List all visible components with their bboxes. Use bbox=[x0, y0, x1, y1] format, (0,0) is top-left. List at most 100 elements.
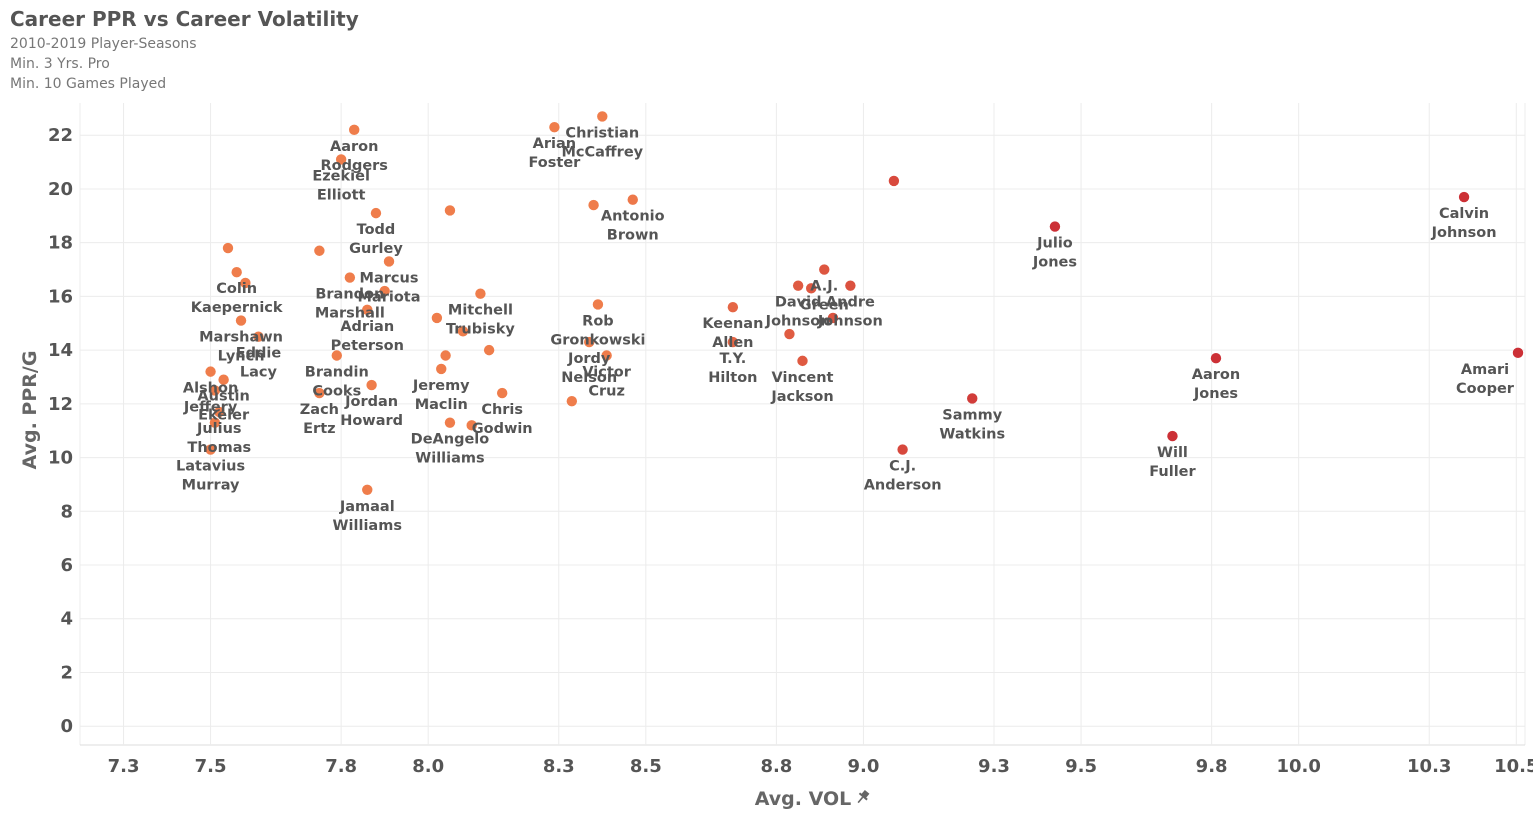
data-point[interactable] bbox=[1167, 430, 1178, 442]
x-axis: 7.3 7.5 7.8 8.0 8.3 8.5 8.8 9.0 9.3 9.5 9.8 10.0 10.… bbox=[108, 756, 1533, 777]
y-tick-label: 16 bbox=[48, 286, 73, 307]
y-tick-label: 0 bbox=[60, 716, 73, 737]
point-label: Ezekiel Elliott bbox=[312, 168, 370, 203]
data-point[interactable] bbox=[205, 444, 216, 455]
point-label: Calvin Johnson bbox=[1431, 206, 1497, 241]
data-point[interactable] bbox=[370, 207, 382, 219]
point-label: Vincent Jackson bbox=[770, 370, 833, 405]
data-point[interactable] bbox=[331, 350, 342, 361]
point-label: Adrian Peterson bbox=[331, 319, 404, 354]
data-point[interactable] bbox=[1458, 191, 1470, 203]
data-point[interactable] bbox=[888, 175, 900, 187]
data-point[interactable] bbox=[592, 299, 604, 310]
data-point[interactable] bbox=[827, 312, 839, 324]
data-point[interactable] bbox=[727, 336, 739, 348]
point-label: Marshawn Lynch bbox=[199, 330, 283, 365]
y-tick-label: 2 bbox=[60, 662, 73, 683]
data-point[interactable] bbox=[1049, 221, 1061, 232]
y-tick-label: 4 bbox=[60, 609, 73, 630]
data-point[interactable] bbox=[362, 484, 373, 496]
data-point[interactable] bbox=[496, 387, 508, 399]
y-tick-label: 18 bbox=[48, 233, 73, 254]
data-point[interactable] bbox=[253, 331, 264, 342]
data-point[interactable] bbox=[344, 272, 356, 283]
data-point[interactable] bbox=[349, 124, 360, 136]
data-point[interactable] bbox=[235, 315, 247, 326]
point-label: Aaron Rodgers bbox=[320, 139, 388, 174]
data-point[interactable] bbox=[584, 336, 595, 348]
data-point[interactable] bbox=[549, 121, 560, 133]
data-point[interactable] bbox=[792, 280, 804, 291]
data-point[interactable] bbox=[483, 344, 495, 356]
data-point[interactable] bbox=[897, 444, 908, 455]
data-point[interactable] bbox=[444, 417, 456, 428]
point-label: Colin Kaepernick bbox=[191, 281, 283, 316]
data-point[interactable] bbox=[383, 256, 395, 267]
data-point[interactable] bbox=[588, 199, 599, 211]
x-tick-label: 9.3 bbox=[978, 756, 1010, 777]
data-point[interactable] bbox=[967, 393, 978, 404]
data-point[interactable] bbox=[222, 242, 234, 254]
x-axis-title: Avg. VOL bbox=[755, 788, 851, 810]
pin-icon bbox=[857, 789, 870, 804]
points-layer bbox=[205, 111, 1524, 496]
data-point[interactable] bbox=[597, 111, 608, 122]
data-point[interactable] bbox=[806, 283, 817, 294]
point-label: Austin Ekeler bbox=[197, 389, 250, 424]
data-point[interactable] bbox=[314, 387, 325, 399]
data-point[interactable] bbox=[231, 267, 242, 278]
x-tick-label: 10.0 bbox=[1276, 756, 1320, 777]
grid-layer bbox=[79, 103, 1526, 746]
chart-subtitle-3: Min. 10 Games Played bbox=[10, 76, 167, 92]
point-label: David Johnson bbox=[765, 295, 831, 330]
data-point[interactable] bbox=[362, 304, 373, 316]
data-point[interactable] bbox=[240, 277, 251, 289]
data-point[interactable] bbox=[727, 301, 739, 313]
point-label: A.J. Green bbox=[800, 279, 849, 314]
data-point[interactable] bbox=[1512, 347, 1524, 359]
data-point[interactable] bbox=[431, 312, 443, 324]
data-point[interactable] bbox=[627, 194, 638, 205]
point-label: Jamaal Williams bbox=[333, 499, 402, 534]
data-point[interactable] bbox=[218, 374, 229, 385]
x-tick-label: 8.0 bbox=[412, 756, 444, 777]
y-axis: 0 2 4 6 8 10 12 14 16 18 20 22 bbox=[48, 125, 73, 737]
point-label: Brandon Marshall bbox=[315, 287, 385, 322]
data-point[interactable] bbox=[566, 395, 578, 407]
data-point[interactable] bbox=[366, 379, 377, 391]
data-point[interactable] bbox=[440, 350, 451, 361]
point-label: Julius Thomas bbox=[187, 421, 251, 456]
point-label: Rob Gronkowski bbox=[550, 313, 645, 348]
x-tick-label: 8.5 bbox=[630, 756, 662, 777]
data-point[interactable] bbox=[444, 205, 456, 216]
data-point[interactable] bbox=[466, 420, 477, 431]
data-point[interactable] bbox=[436, 363, 447, 375]
data-point[interactable] bbox=[379, 285, 390, 297]
data-point[interactable] bbox=[205, 366, 216, 377]
data-point[interactable] bbox=[314, 245, 325, 256]
x-tick-label: 8.3 bbox=[543, 756, 575, 777]
data-point[interactable] bbox=[475, 288, 486, 299]
y-tick-label: 20 bbox=[48, 179, 73, 200]
data-point[interactable] bbox=[1210, 352, 1222, 364]
x-tick-label: 9.0 bbox=[847, 756, 879, 777]
data-point[interactable] bbox=[601, 350, 612, 361]
data-point[interactable] bbox=[819, 264, 830, 275]
x-tick-label: 9.5 bbox=[1065, 756, 1097, 777]
point-label: Andre Johnson bbox=[817, 295, 883, 330]
y-tick-label: 14 bbox=[48, 340, 73, 361]
data-point[interactable] bbox=[457, 326, 469, 337]
data-point[interactable] bbox=[784, 328, 795, 340]
data-point[interactable] bbox=[209, 385, 221, 396]
data-point[interactable] bbox=[845, 280, 856, 291]
data-point[interactable] bbox=[209, 417, 221, 428]
chart-title: Career PPR vs Career Volatility bbox=[10, 7, 359, 31]
data-point[interactable] bbox=[335, 154, 347, 165]
data-point[interactable] bbox=[797, 355, 808, 367]
x-tick-label: 7.3 bbox=[108, 756, 140, 777]
data-point[interactable] bbox=[214, 406, 225, 418]
x-tick-label: 8.8 bbox=[760, 756, 792, 777]
point-label: Julio Jones bbox=[1032, 236, 1077, 271]
